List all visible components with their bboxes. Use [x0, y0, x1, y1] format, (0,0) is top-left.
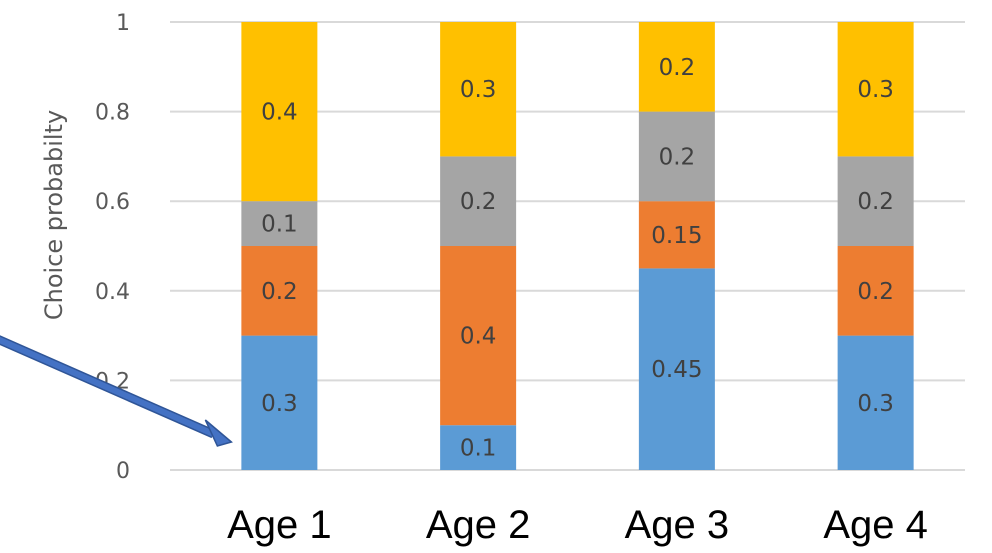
data-label: 0.4: [460, 324, 497, 350]
bar-segment: [241, 246, 318, 336]
annotation-arrow: [0, 335, 233, 447]
bar-segment: [241, 22, 318, 202]
annotation-arrow-shaft: [0, 336, 215, 437]
data-labels: 0.3 0.2 0.1 0.4 0.1 0.4 0.2 0.3 0.45 0.15 0.2 0.2 0.…: [261, 55, 894, 462]
bars: [241, 22, 914, 470]
annotation-arrow-head: [204, 419, 233, 447]
data-label: 0.2: [857, 279, 894, 305]
x-axis-categories: Age 1 Age 2 Age 3 Age 4: [227, 503, 928, 547]
bar-segment: [440, 156, 517, 246]
y-tick-label: 1: [116, 11, 130, 36]
data-label: 0.1: [460, 436, 497, 462]
data-label: 0.4: [261, 100, 298, 126]
data-label: 0.2: [659, 144, 696, 170]
data-label: 0.2: [857, 189, 894, 215]
bar-segment: [837, 22, 914, 157]
y-tick-label: 0.8: [95, 101, 130, 126]
y-axis-title: Choice probabilty: [40, 110, 68, 320]
bar-segment: [241, 335, 318, 470]
bar-segment: [440, 425, 517, 470]
bar-segment: [440, 22, 517, 157]
data-label: 0.45: [651, 357, 702, 383]
bar-segment: [440, 246, 517, 426]
y-tick-label: 0.6: [95, 190, 130, 215]
data-label: 0.3: [460, 77, 497, 103]
data-label: 0.3: [857, 391, 894, 417]
data-label: 0.2: [261, 279, 298, 305]
x-category-label: Age 3: [625, 503, 730, 547]
bar-segment: [837, 335, 914, 470]
data-label: 0.3: [261, 391, 298, 417]
bar-segment: [638, 111, 715, 202]
data-label: 0.1: [261, 212, 298, 238]
y-tick-label: 0.4: [95, 280, 130, 305]
x-category-label: Age 1: [227, 503, 332, 547]
bar-segment: [638, 268, 715, 470]
x-category-label: Age 2: [426, 503, 531, 547]
x-category-label: Age 4: [823, 503, 928, 547]
bar-segment: [638, 201, 715, 269]
data-label: 0.15: [651, 223, 702, 249]
y-tick-label: 0: [116, 459, 130, 484]
bar-segment: [837, 246, 914, 336]
data-label: 0.3: [857, 77, 894, 103]
bar-segment: [837, 156, 914, 246]
bar-segment: [638, 22, 715, 112]
y-axis-ticks: 00.20.40.60.81: [95, 11, 130, 484]
data-label: 0.2: [659, 55, 696, 81]
bar-segment: [241, 201, 318, 246]
data-label: 0.2: [460, 189, 497, 215]
